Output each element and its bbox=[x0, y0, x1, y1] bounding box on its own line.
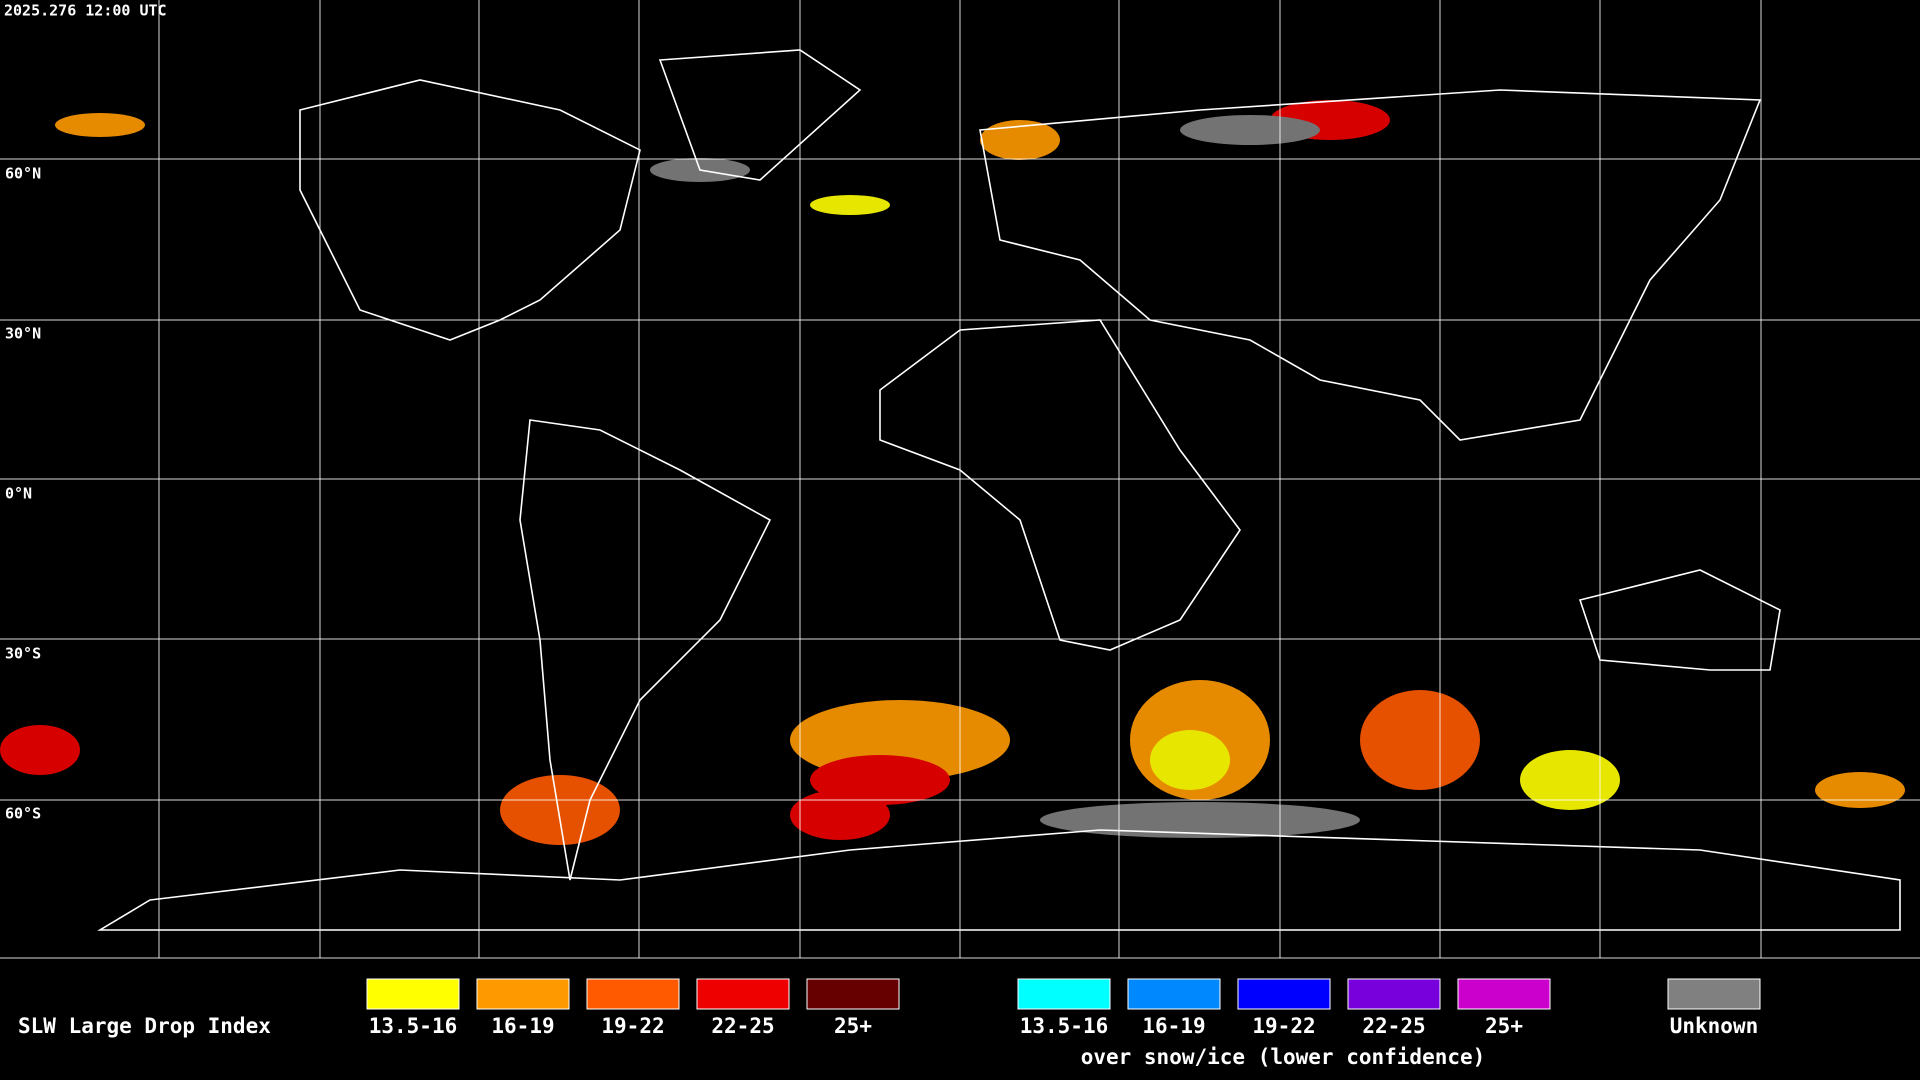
latitude-label: 60°N bbox=[5, 165, 41, 183]
legend-label: 22-25 bbox=[1362, 1014, 1425, 1038]
legend-swatch bbox=[1237, 978, 1331, 1010]
legend-swatch bbox=[806, 978, 900, 1010]
snow-caption: over snow/ice (lower confidence) bbox=[1081, 1045, 1486, 1069]
legend-swatch bbox=[1457, 978, 1551, 1010]
legend-label: 19-22 bbox=[1252, 1014, 1315, 1038]
timestamp: 2025.276 12:00 UTC bbox=[4, 2, 167, 20]
latitude-label: 0°N bbox=[5, 485, 32, 503]
legend-swatch bbox=[1347, 978, 1441, 1010]
legend-label: Unknown bbox=[1670, 1014, 1759, 1038]
latitude-label: 30°S bbox=[5, 645, 41, 663]
latitude-label: 30°N bbox=[5, 325, 41, 343]
legend-swatch bbox=[1667, 978, 1761, 1010]
legend-swatch bbox=[366, 978, 460, 1010]
latitude-label: 60°S bbox=[5, 805, 41, 823]
graticule bbox=[0, 0, 1920, 959]
legend-label: 22-25 bbox=[711, 1014, 774, 1038]
legend-swatch bbox=[476, 978, 570, 1010]
legend-label: 19-22 bbox=[601, 1014, 664, 1038]
legend-label: 13.5-16 bbox=[369, 1014, 458, 1038]
legend-label: 25+ bbox=[834, 1014, 872, 1038]
legend-label: 25+ bbox=[1485, 1014, 1523, 1038]
legend-swatch bbox=[696, 978, 790, 1010]
coastlines bbox=[97, 49, 1901, 931]
cloud-field bbox=[0, 100, 1905, 845]
latitude-labels: 60°N 30°N 0°N 30°S 60°S bbox=[5, 165, 41, 823]
legend-label: 16-19 bbox=[491, 1014, 554, 1038]
legend-swatch bbox=[1017, 978, 1111, 1010]
legend-swatch bbox=[586, 978, 680, 1010]
legend-title: SLW Large Drop Index bbox=[18, 1014, 271, 1038]
legend-label: 16-19 bbox=[1142, 1014, 1205, 1038]
legend-label: 13.5-16 bbox=[1020, 1014, 1109, 1038]
legend: SLW Large Drop Index over snow/ice (lowe… bbox=[18, 978, 1761, 1069]
legend-swatch bbox=[1127, 978, 1221, 1010]
